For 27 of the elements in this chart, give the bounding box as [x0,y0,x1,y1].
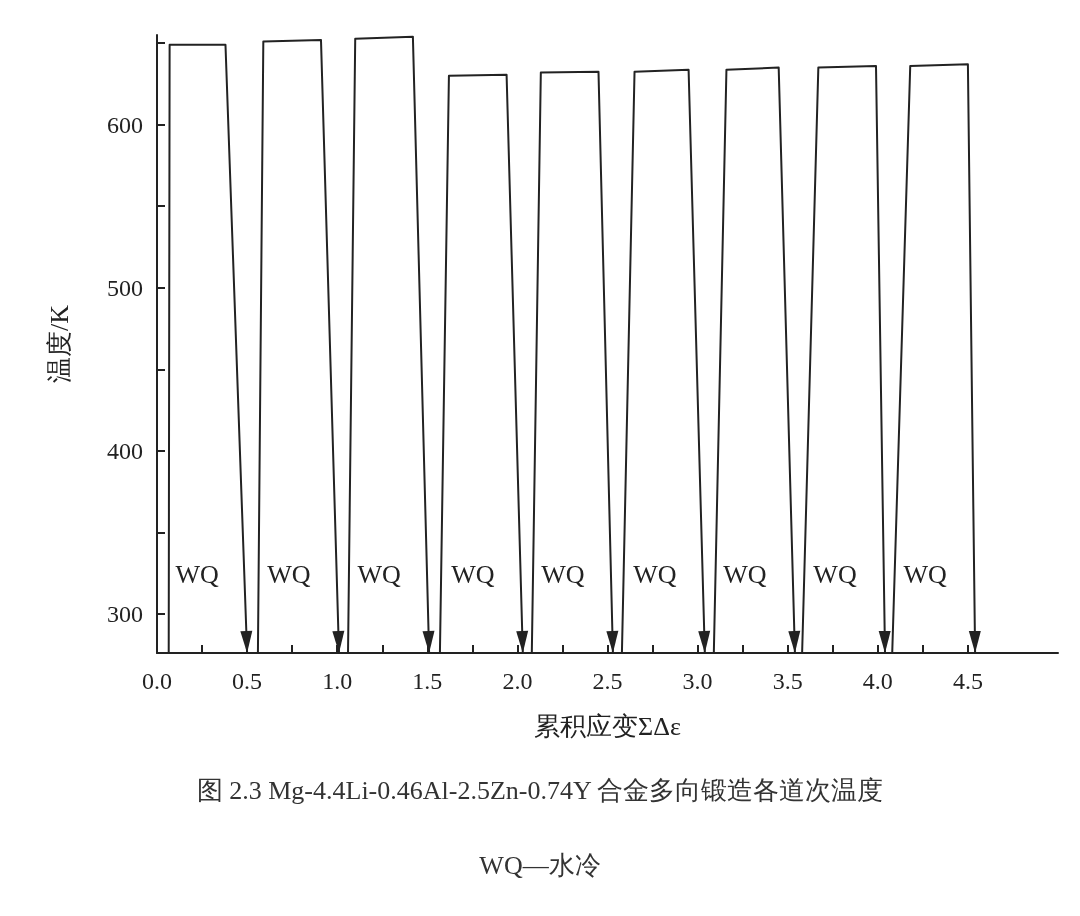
x-tick-label: 4.5 [952,668,983,694]
y-tick-label: 600 [107,111,143,138]
annotation: WQ [541,560,585,589]
x-tick-label: 4.0 [862,668,893,694]
annotation: WQ [357,560,401,589]
x-tick-label: 2.5 [592,668,623,694]
y-tick-label: 400 [107,437,143,464]
annotation: WQ [903,560,947,589]
y-tick-label: 500 [107,274,143,301]
annotation: WQ [267,560,311,589]
y-axis-title: 温度/K [44,304,74,383]
annotation: WQ [175,560,219,589]
x-axis-title: 累积应变ΣΔε [534,711,681,741]
x-tick-label: 3.0 [682,668,713,694]
annotation: WQ [813,560,857,589]
x-tick-label: 0.5 [232,668,263,694]
text: 图 2.3 Mg-4.4Li-0.46Al-2.5Zn-0.74Y 合金多向锻造各道次温度 [196,775,884,805]
x-tick-label: 1.5 [412,668,443,694]
y-tick-label: 300 [107,600,143,627]
x-tick-label: 2.0 [502,668,533,694]
annotation: WQ [451,560,495,589]
x-tick-label: 0.0 [142,668,172,694]
x-tick-label: 1.0 [322,668,353,694]
annotation: WQ [723,560,767,589]
annotation: WQ [633,560,677,589]
x-tick-label: 3.5 [772,668,803,694]
text: WQ—水冷 [479,850,601,880]
